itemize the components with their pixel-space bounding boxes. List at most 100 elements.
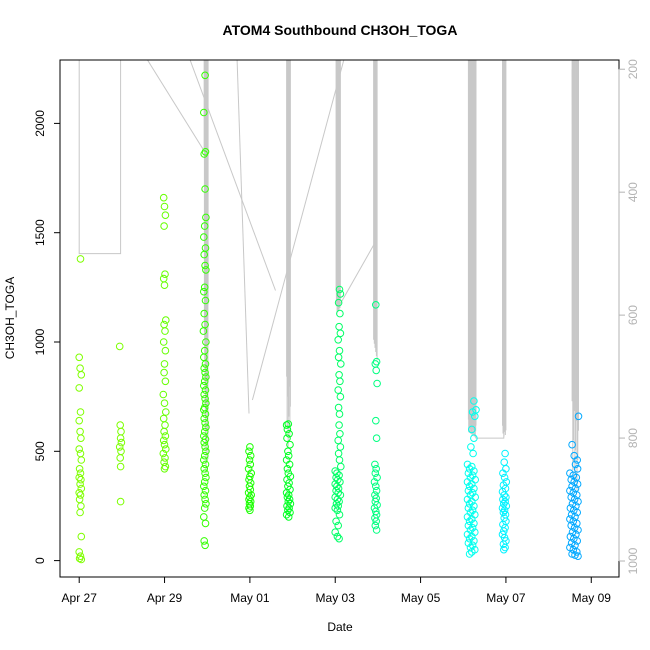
- data-point: [470, 397, 478, 405]
- data-point: [285, 430, 293, 438]
- data-point: [200, 222, 209, 230]
- data-point: [200, 478, 209, 486]
- data-point: [76, 480, 84, 488]
- data-point: [371, 469, 380, 478]
- data-point: [573, 456, 582, 464]
- data-point: [499, 469, 507, 478]
- data-point: [200, 381, 208, 390]
- data-point: [468, 471, 477, 480]
- data-point: [200, 406, 208, 414]
- data-point: [75, 465, 84, 473]
- x-axis-label: Date: [327, 620, 353, 634]
- data-point: [161, 327, 169, 335]
- data-point: [336, 329, 345, 338]
- data-point: [246, 443, 254, 451]
- data-point: [76, 364, 84, 373]
- data-point: [284, 451, 293, 460]
- data-point: [201, 395, 209, 403]
- data-point: [371, 460, 379, 469]
- data-point: [160, 222, 168, 230]
- data-point: [200, 513, 208, 521]
- data-point: [463, 513, 472, 521]
- altitude-track: [78, 60, 579, 490]
- data-point: [162, 408, 170, 416]
- data-point: [463, 460, 472, 469]
- data-point: [246, 506, 254, 515]
- data-point: [202, 266, 210, 274]
- data-point: [501, 524, 509, 532]
- data-point: [160, 458, 168, 467]
- data-point: [201, 486, 210, 495]
- data-point: [201, 419, 209, 427]
- data-point: [116, 421, 124, 429]
- data-point: [200, 250, 208, 259]
- data-point: [332, 517, 340, 526]
- scatter-points: [75, 71, 583, 564]
- data-point: [202, 213, 210, 222]
- data-point: [161, 454, 169, 462]
- data-point: [502, 502, 511, 510]
- data-point: [202, 423, 210, 432]
- data-point: [77, 371, 86, 379]
- data-point: [468, 506, 477, 515]
- data-point: [285, 460, 294, 469]
- data-point: [334, 386, 343, 394]
- data-point: [372, 486, 381, 495]
- data-point: [370, 504, 379, 512]
- data-point: [373, 473, 381, 482]
- data-point: [467, 443, 475, 451]
- data-point: [371, 360, 380, 368]
- data-point: [468, 524, 477, 532]
- data-point: [161, 346, 170, 355]
- data-point: [76, 491, 85, 499]
- data-point: [200, 150, 208, 158]
- data-point: [373, 379, 381, 388]
- data-point: [372, 434, 381, 443]
- altitude-track-segment: [78, 60, 122, 255]
- data-point: [200, 465, 208, 473]
- right-axis: 200 400 600 800 1000: [618, 59, 640, 574]
- data-point: [201, 296, 210, 305]
- data-point: [336, 309, 344, 318]
- data-point: [75, 548, 83, 556]
- data-point: [336, 392, 345, 401]
- data-point: [245, 447, 253, 456]
- data-point: [568, 440, 576, 449]
- data-point: [471, 412, 479, 421]
- data-point: [200, 309, 208, 318]
- data-point: [574, 552, 582, 561]
- data-point: [335, 456, 344, 464]
- data-point: [463, 530, 472, 539]
- x-tick-label: May 09: [572, 591, 612, 605]
- data-point: [116, 454, 124, 462]
- data-point: [468, 408, 477, 416]
- series-may-03-profile: [331, 285, 345, 543]
- data-point: [465, 534, 474, 543]
- data-point: [574, 412, 583, 421]
- series-apr-29-profile: [159, 193, 170, 473]
- data-point: [468, 515, 476, 523]
- data-point: [200, 283, 209, 292]
- data-point: [463, 495, 472, 504]
- data-point: [200, 390, 208, 399]
- data-point: [372, 526, 381, 534]
- data-point: [200, 364, 208, 373]
- data-point: [160, 320, 168, 329]
- right-tick-label: 600: [626, 305, 640, 325]
- data-point: [117, 427, 125, 436]
- data-point: [77, 456, 86, 464]
- data-point: [117, 447, 125, 456]
- data-point: [370, 478, 379, 486]
- data-point: [202, 373, 210, 381]
- data-point: [464, 486, 473, 495]
- data-point: [498, 504, 507, 512]
- data-point: [116, 462, 125, 471]
- data-point: [76, 255, 85, 263]
- data-point: [500, 473, 509, 482]
- data-point: [244, 465, 253, 473]
- data-point: [372, 482, 380, 491]
- data-point: [77, 434, 85, 443]
- data-point: [201, 460, 210, 469]
- x-tick-label: Apr 27: [62, 591, 98, 605]
- data-point: [162, 445, 170, 453]
